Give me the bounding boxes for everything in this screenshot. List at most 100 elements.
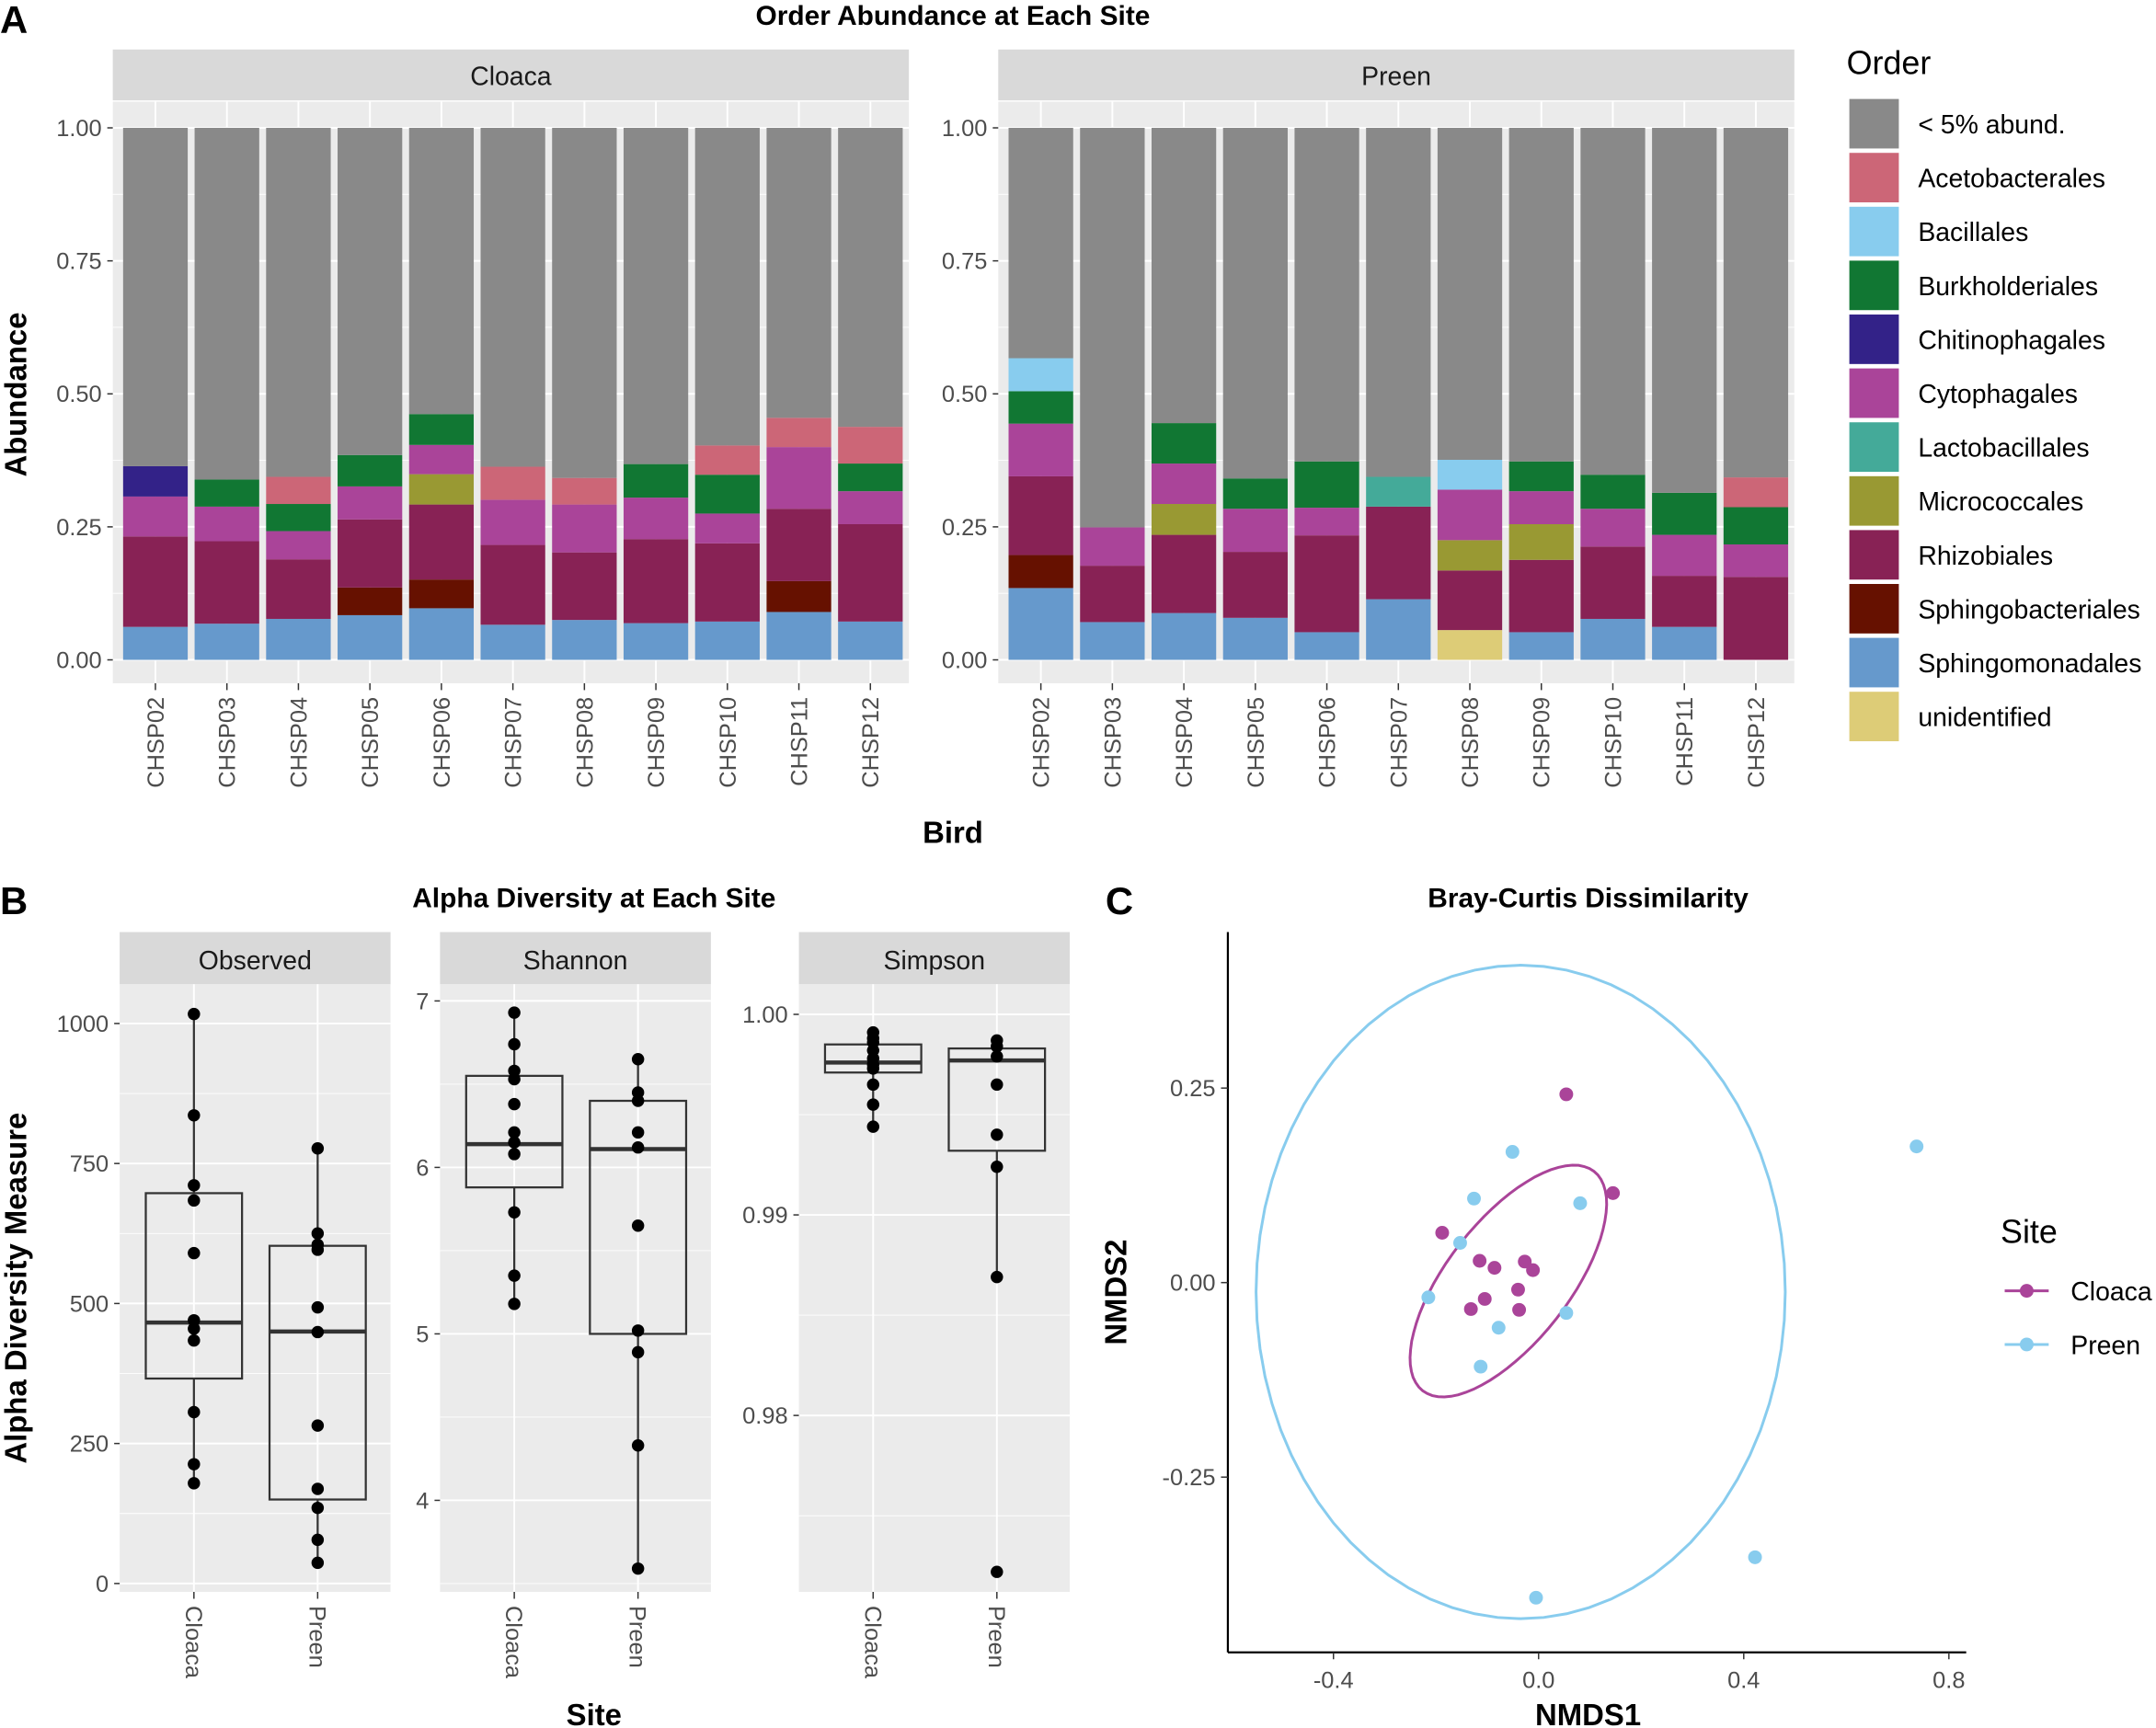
data-point [991, 1078, 1003, 1092]
x-tick-label: 0.8 [1932, 1668, 1965, 1694]
bar-segment-cytophagales [1008, 423, 1073, 476]
data-point [1909, 1139, 1924, 1154]
facet-strip-label: Observed [199, 946, 312, 976]
bar-segment-burkholderiales [1151, 423, 1217, 464]
legend-site: Site Cloaca Preen [2001, 1213, 2152, 1360]
bar-segment-sphingobacteriales [408, 579, 475, 609]
facet-strip [112, 49, 910, 101]
bar-segment--5-abund- [838, 128, 903, 428]
bar-segment--5-abund- [1366, 128, 1431, 477]
bar-segment-rhizobiales [1294, 535, 1359, 633]
x-tick-label: 0.4 [1727, 1668, 1760, 1694]
bar-segment-sphingobacteriales [766, 580, 831, 612]
bar-segment-burkholderiales [1580, 475, 1646, 509]
x-tick-label: CHSP10 [716, 697, 741, 788]
bar-segment-cytophagales [1508, 491, 1574, 525]
bar-segment-cytophagales [1151, 463, 1217, 505]
data-point [631, 1562, 645, 1575]
bar-segment-sphingomonadales [838, 621, 903, 660]
bar-segment--5-abund- [194, 128, 259, 480]
x-tick-label: Preen [625, 1606, 650, 1668]
data-point [311, 1501, 325, 1515]
x-tick-label: CHSP11 [787, 697, 813, 786]
series-cloaca [1408, 1087, 1621, 1399]
data-point [1526, 1263, 1541, 1277]
x-tick-label: 0.0 [1522, 1668, 1554, 1694]
y-tick-label: 1.00 [56, 116, 101, 142]
bar-segment-cytophagales [552, 504, 617, 553]
legend-label: Micrococcales [1918, 487, 2083, 517]
legend-label: Burkholderiales [1918, 272, 2098, 302]
bar-segment-sphingomonadales [1294, 632, 1359, 660]
bar-segment-acetobacterales [694, 445, 760, 475]
data-point [1474, 1359, 1488, 1374]
legend-item: Rhizobiales [1849, 530, 2053, 580]
data-point [1748, 1550, 1762, 1564]
data-point [188, 1194, 201, 1207]
x-tick-label: CHSP09 [644, 697, 670, 788]
y-tick-label: 7 [416, 989, 429, 1014]
bar-segment-burkholderiales [1294, 461, 1359, 509]
legend-item: Preen [2004, 1331, 2140, 1360]
legend-item: Chitinophagales [1849, 315, 2105, 364]
panel-c-bray-curtis: Bray-Curtis Dissimilarity -0.4 0.0 0.4 0.8 -0… [1098, 884, 2152, 1728]
data-point [1487, 1261, 1502, 1276]
bar-segment-rhizobiales [1723, 577, 1789, 660]
x-axis-title: NMDS1 [1535, 1698, 1641, 1728]
bar-segment-sphingomonadales [694, 621, 760, 660]
bar-segment-sphingomonadales [1366, 599, 1431, 660]
chart-title: Bray-Curtis Dissimilarity [1428, 884, 1749, 914]
legend-key-point [2019, 1337, 2034, 1352]
data-point [991, 1161, 1003, 1173]
bar-segment-cytophagales [1222, 509, 1288, 553]
data-point [1559, 1087, 1574, 1102]
data-point [508, 1136, 521, 1149]
bar-segment-burkholderiales [338, 454, 403, 486]
panel-label-b: B [0, 879, 28, 922]
facet-strip [440, 932, 711, 985]
data-point [311, 1243, 325, 1256]
bar-segment-sphingomonadales [1151, 612, 1217, 660]
data-point [1463, 1301, 1478, 1316]
x-tick-label: CHSP08 [1458, 697, 1484, 788]
x-tick-label: CHSP04 [1172, 697, 1198, 788]
bar-segment-burkholderiales [1222, 478, 1288, 509]
confidence-ellipse [1255, 964, 1787, 1620]
data-point [631, 1053, 645, 1066]
bar-segment--5-abund- [1294, 128, 1359, 462]
x-tick-label: CHSP06 [430, 697, 455, 788]
bar-segment-bacillales [1008, 358, 1073, 392]
y-tick-label: 0.75 [942, 249, 987, 275]
facet-strip-label: Simpson [884, 946, 985, 976]
data-point [311, 1141, 325, 1155]
data-point [1518, 1254, 1532, 1269]
bar-segment-micrococcales [1508, 524, 1574, 560]
legend-key [1849, 315, 1899, 364]
data-point [508, 1097, 521, 1111]
bar-segment-cytophagales [338, 486, 403, 520]
data-point [991, 1050, 1003, 1063]
y-tick-label: 0.50 [56, 382, 101, 407]
bar-segment--5-abund- [1723, 128, 1789, 478]
x-axis-title: Bird [923, 815, 983, 849]
y-tick-label: 1.00 [742, 1002, 787, 1028]
legend-item: Acetobacterales [1849, 153, 2105, 203]
bar-segment-acetobacterales [552, 477, 617, 505]
legend-item: Burkholderiales [1849, 260, 2098, 311]
bar-segment-burkholderiales [694, 475, 760, 514]
data-point [631, 1324, 645, 1337]
facet-strip-label: Preen [1361, 63, 1431, 92]
data-point [508, 1206, 521, 1219]
data-point [188, 1322, 201, 1335]
legend-label: Sphingomonadales [1918, 649, 2141, 679]
bar-segment-rhizobiales [1222, 552, 1288, 618]
data-point [188, 1109, 201, 1122]
data-point [1491, 1321, 1506, 1335]
facet-strip [120, 932, 391, 985]
bar-segment--5-abund- [122, 128, 189, 466]
legend-label: unidentified [1918, 704, 2051, 733]
y-tick-label: 0.25 [56, 515, 101, 541]
bar-segment--5-abund- [1008, 128, 1073, 359]
bar-segment-rhizobiales [1580, 546, 1646, 619]
